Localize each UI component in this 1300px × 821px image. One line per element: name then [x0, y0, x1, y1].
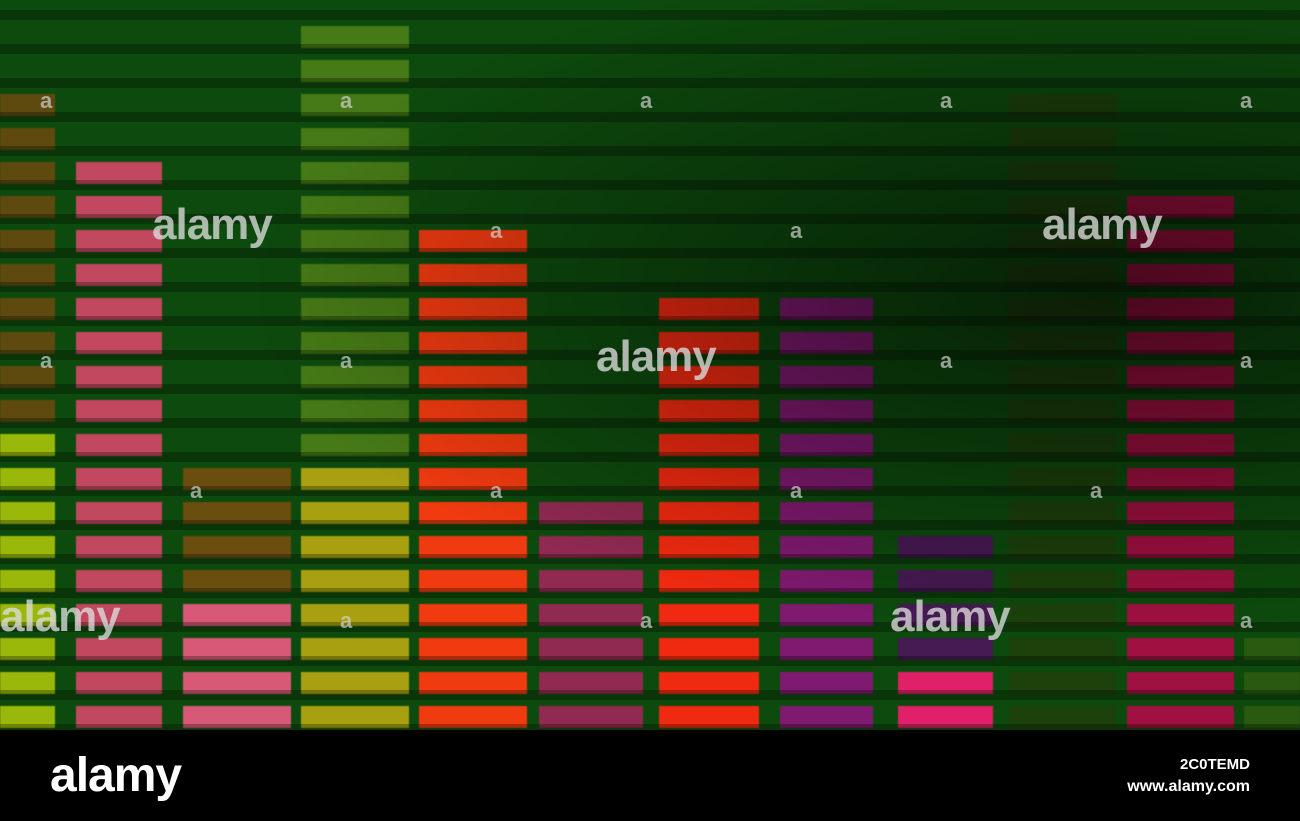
equalizer-bar — [1009, 0, 1116, 730]
scanline — [0, 384, 1300, 394]
equalizer-bar — [1244, 0, 1300, 730]
watermark-small: a — [1240, 608, 1253, 633]
scanline — [0, 418, 1300, 428]
watermark-small: a — [40, 88, 53, 113]
watermark-small: a — [190, 478, 203, 503]
watermark-logo: alamy — [0, 592, 121, 641]
equalizer-bar — [1127, 0, 1234, 730]
watermark-small: a — [490, 218, 503, 243]
equalizer-bar — [301, 0, 409, 730]
equalizer-display: a a a a a a a a a a a a a a a a a a alamy alamy alamy alamy al… — [0, 0, 1300, 730]
equalizer-bar — [183, 0, 291, 730]
watermark-logo: alamy — [596, 332, 717, 381]
scanline — [0, 282, 1300, 292]
watermark-small: a — [340, 608, 353, 633]
watermark-small: a — [940, 348, 953, 373]
scanline — [0, 10, 1300, 20]
footer-bar: alamy 2C0TEMD www.alamy.com — [0, 730, 1300, 821]
watermark-small: a — [1090, 478, 1103, 503]
watermark-logo: alamy — [1042, 200, 1163, 249]
watermark-logo: alamy — [152, 200, 273, 249]
scanline — [0, 520, 1300, 530]
watermark-small: a — [790, 218, 803, 243]
scanline — [0, 146, 1300, 156]
scanline — [0, 554, 1300, 564]
equalizer-bar — [780, 0, 873, 730]
watermark-small: a — [940, 88, 953, 113]
watermark-small: a — [340, 348, 353, 373]
scanline — [0, 452, 1300, 462]
scanline — [0, 690, 1300, 700]
scanline — [0, 588, 1300, 598]
watermark-small: a — [790, 478, 803, 503]
scanline — [0, 78, 1300, 88]
footer-logo: alamy — [50, 749, 182, 802]
watermark-logo: alamy — [890, 592, 1011, 641]
footer-url: www.alamy.com — [1127, 778, 1250, 795]
watermark-small: a — [40, 348, 53, 373]
scanline — [0, 180, 1300, 190]
scanline — [0, 656, 1300, 666]
watermark-small: a — [1240, 88, 1253, 113]
scanline — [0, 316, 1300, 326]
watermark-small: a — [1240, 348, 1253, 373]
equalizer-bar — [419, 0, 527, 730]
scanline — [0, 44, 1300, 54]
image-id-label: 2C0TEMD — [1179, 756, 1250, 773]
watermark-small: a — [340, 88, 353, 113]
watermark-small: a — [640, 88, 653, 113]
watermark-small: a — [640, 608, 653, 633]
watermark-small: a — [490, 478, 503, 503]
